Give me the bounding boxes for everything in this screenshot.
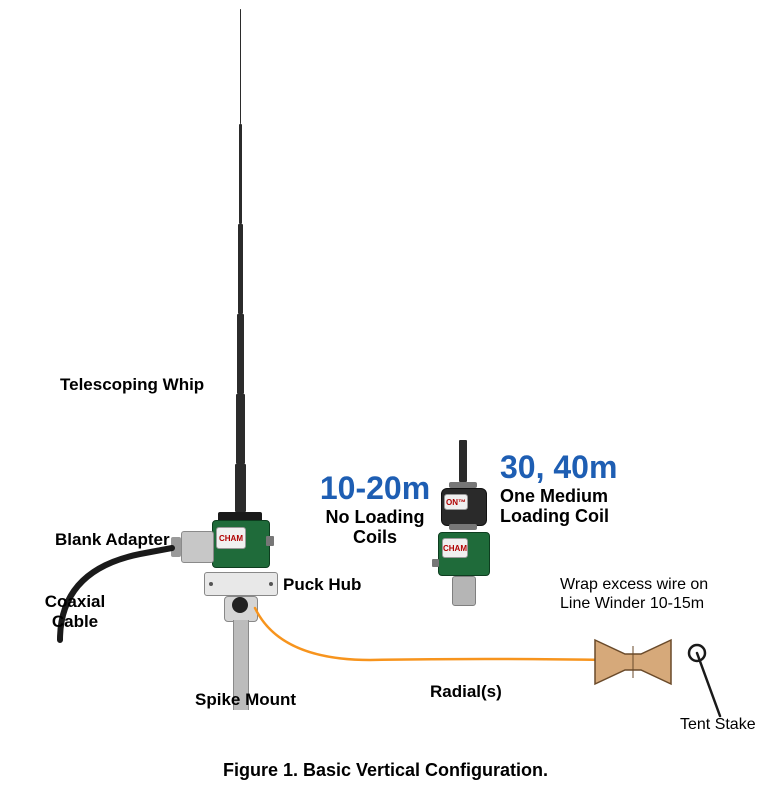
heading-band: 30, 40m bbox=[500, 450, 680, 485]
label-coaxial-cable: Coaxial Cable bbox=[30, 592, 120, 633]
alt-connector-plug bbox=[452, 576, 476, 606]
brand-logo-patch: CHAM bbox=[216, 527, 246, 549]
label-radials: Radial(s) bbox=[430, 682, 530, 702]
label-blank-adapter: Blank Adapter bbox=[55, 530, 185, 550]
label-puck-hub: Puck Hub bbox=[283, 575, 383, 595]
radial-wire bbox=[255, 608, 610, 660]
heading-10-20m: 10-20m No Loading Coils bbox=[290, 471, 460, 548]
alt-whip-stub bbox=[459, 440, 467, 482]
base-side-lug bbox=[266, 536, 274, 546]
label-tent-stake: Tent Stake bbox=[680, 715, 770, 734]
heading-30-40m: 30, 40m One Medium Loading Coil bbox=[500, 450, 680, 527]
label-wrap-excess: Wrap excess wire on Line Winder 10-15m bbox=[560, 575, 760, 613]
base-top-cap bbox=[218, 512, 262, 520]
blank-adapter bbox=[181, 531, 214, 563]
wiring-overlay bbox=[0, 0, 771, 806]
puck-hole bbox=[232, 597, 248, 613]
tent-stake bbox=[689, 645, 720, 716]
alt-side-lug bbox=[432, 559, 439, 567]
puck-hub bbox=[204, 572, 278, 596]
label-telescoping-whip: Telescoping Whip bbox=[60, 375, 240, 395]
line-winder bbox=[595, 640, 671, 684]
heading-band: 10-20m bbox=[290, 471, 460, 506]
figure-caption: Figure 1. Basic Vertical Configuration. bbox=[0, 760, 771, 781]
heading-sub: No Loading Coils bbox=[290, 508, 460, 548]
heading-sub: One Medium Loading Coil bbox=[500, 487, 680, 527]
label-spike-mount: Spike Mount bbox=[195, 690, 315, 710]
